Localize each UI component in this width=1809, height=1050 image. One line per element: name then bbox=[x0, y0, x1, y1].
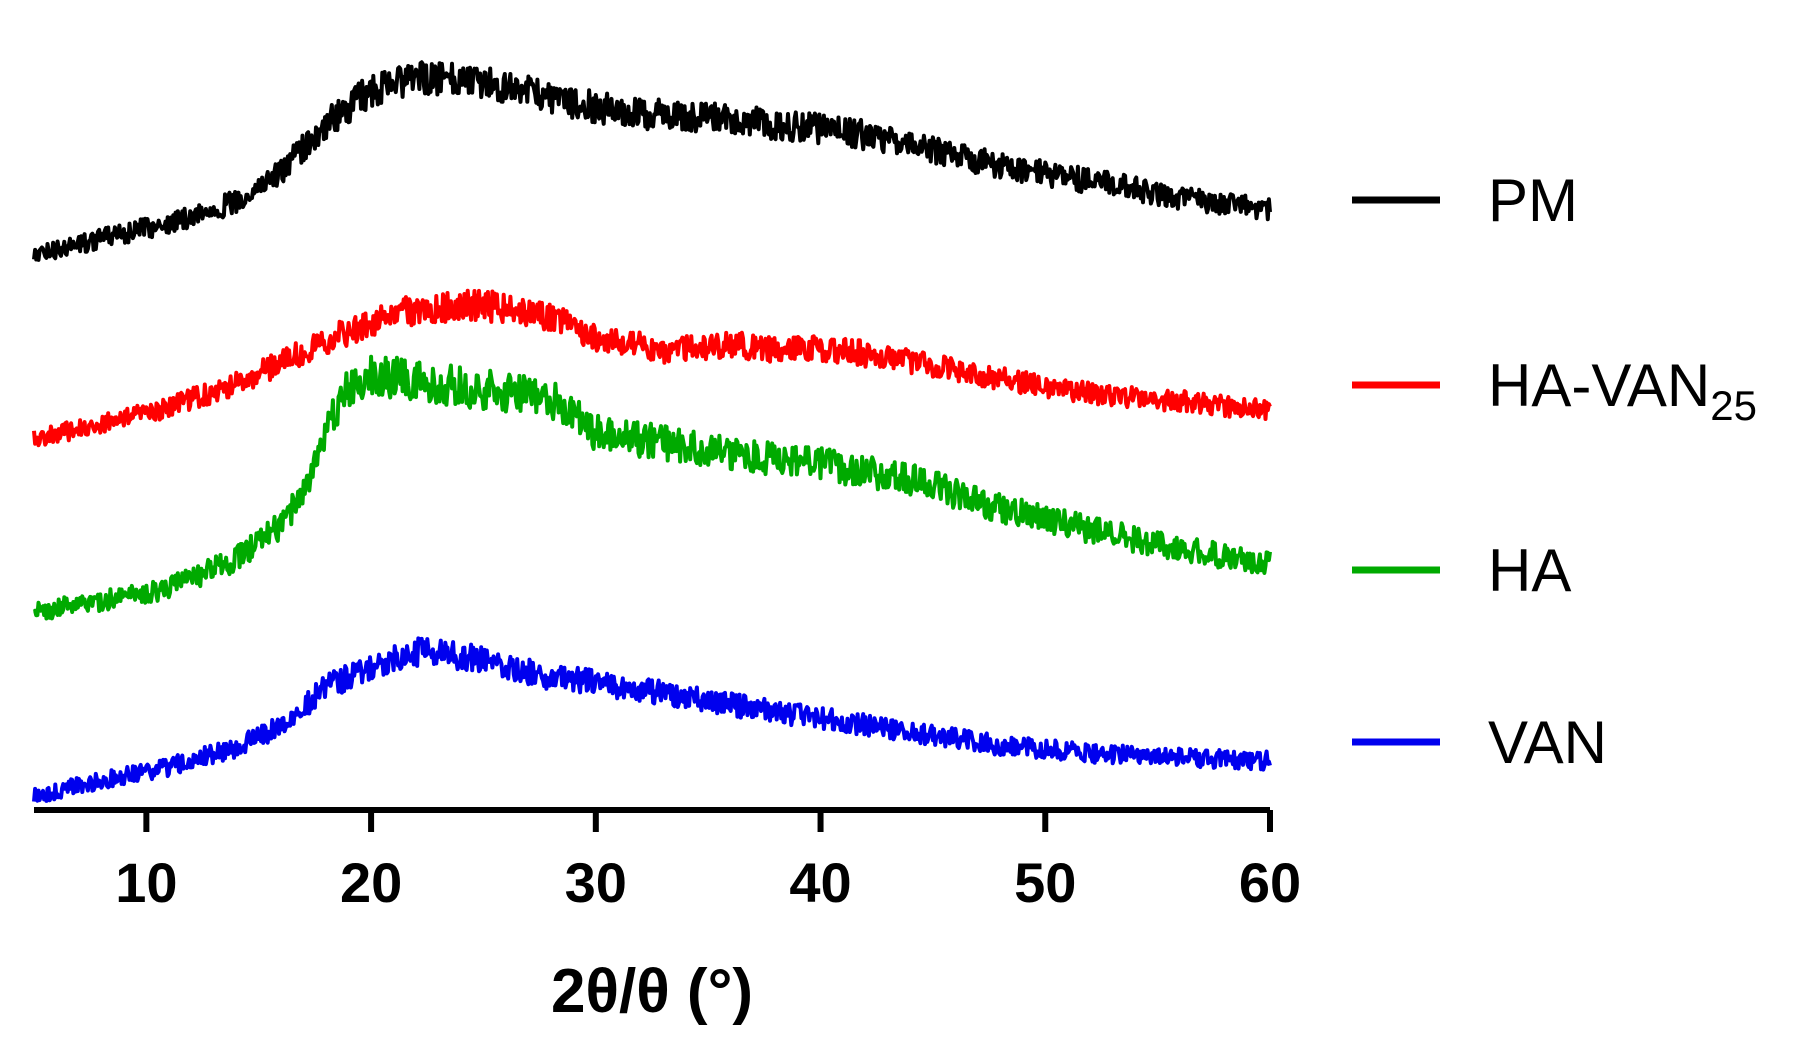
x-tick-label-30: 30 bbox=[565, 851, 627, 914]
x-axis-ticks: 10 20 30 40 50 60 bbox=[115, 810, 1301, 914]
x-tick-label-40: 40 bbox=[789, 851, 851, 914]
x-axis: 10 20 30 40 50 60 bbox=[34, 807, 1301, 914]
legend-label-pm: PM bbox=[1488, 167, 1578, 234]
legend-item-ha: HA bbox=[1352, 537, 1571, 604]
series-line-pm bbox=[32, 60, 1272, 262]
legend: PM HA-VAN25 HA VAN bbox=[1352, 167, 1757, 776]
x-tick-label-10: 10 bbox=[115, 851, 177, 914]
series-line-ha bbox=[32, 354, 1272, 621]
legend-label-ha-van25: HA-VAN25 bbox=[1488, 352, 1757, 429]
x-axis-title: 2θ/θ (°) bbox=[551, 957, 753, 1026]
series-line-ha-van25 bbox=[32, 288, 1272, 448]
x-tick-label-60: 60 bbox=[1239, 851, 1301, 914]
x-tick-label-20: 20 bbox=[340, 851, 402, 914]
x-tick-label-50: 50 bbox=[1014, 851, 1076, 914]
legend-label-ha: HA bbox=[1488, 537, 1571, 604]
legend-item-van: VAN bbox=[1352, 709, 1607, 776]
series-line-van bbox=[32, 636, 1272, 803]
curves-layer bbox=[32, 60, 1272, 803]
legend-label-van: VAN bbox=[1488, 709, 1607, 776]
legend-item-pm: PM bbox=[1352, 167, 1578, 234]
legend-item-ha-van25: HA-VAN25 bbox=[1352, 352, 1757, 429]
